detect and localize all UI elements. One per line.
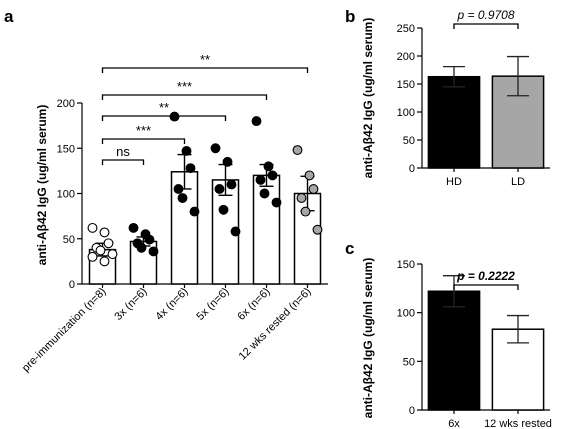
panel-a-data-point bbox=[259, 188, 270, 199]
panel-a-data-point bbox=[181, 146, 192, 156]
panel-a-data-point bbox=[103, 238, 114, 249]
panel-b-y-tick-label: 50 bbox=[403, 135, 415, 147]
panel-b-y-tick-label: 150 bbox=[397, 79, 415, 91]
panel-a-data-point bbox=[173, 184, 184, 194]
panel-b-x-tick-label: HD bbox=[446, 176, 462, 188]
panel-a-data-point bbox=[99, 227, 110, 238]
panel-a-data-point bbox=[222, 156, 233, 167]
panel-a-significance-bracket bbox=[101, 138, 186, 144]
panel-c-y-tick-label: 150 bbox=[397, 259, 415, 271]
panel-b-y-tick-label: 100 bbox=[397, 107, 415, 119]
panel-c-bar bbox=[427, 290, 481, 411]
panel-a-significance-label: ** bbox=[159, 100, 169, 115]
panel-letter-a: a bbox=[4, 7, 14, 26]
panel-a-y-tick-label: 150 bbox=[57, 143, 75, 155]
panel-a-data-point bbox=[271, 197, 282, 208]
panel-a-data-point bbox=[230, 226, 241, 237]
panel-c-y-tick-label: 100 bbox=[397, 308, 415, 320]
panel-a-data-point bbox=[255, 174, 266, 185]
panel-a-data-point bbox=[296, 193, 307, 203]
panel-a-data-point bbox=[312, 224, 323, 235]
panel-a-data-point bbox=[185, 163, 196, 174]
panel-b-y-tick-label: 200 bbox=[397, 51, 415, 63]
panel-a-data-point bbox=[308, 184, 319, 194]
panel-a-data-point bbox=[95, 245, 106, 256]
panel-a-chart: 0 50 100 150 200 pre-immunization (n=8) 3x (n=… bbox=[20, 52, 328, 374]
panel-a-data-point bbox=[136, 242, 147, 253]
panel-a-data-point bbox=[251, 116, 262, 127]
panel-a-data-point bbox=[218, 204, 229, 215]
panel-a-data-point bbox=[128, 222, 139, 233]
panel-a-data-point bbox=[210, 143, 221, 154]
panel-a-x-tick-label: 6x (n=6) bbox=[235, 286, 272, 323]
panel-a-significance-label: *** bbox=[136, 123, 151, 138]
panel-a-data-point bbox=[144, 234, 155, 245]
panel-a-data-point bbox=[292, 145, 303, 156]
panel-a-significance-bracket bbox=[101, 159, 145, 165]
panel-b-y-axis-title: anti-Aβ42 IgG (ug/ml serum) bbox=[361, 18, 375, 179]
panel-c-y-tick-label: 50 bbox=[403, 356, 415, 368]
panel-a-significance-bracket bbox=[101, 67, 309, 73]
panel-letter-c: c bbox=[345, 239, 354, 258]
panel-a-data-point bbox=[189, 206, 200, 217]
panel-c-p-value-label: p = 0.2222 bbox=[456, 269, 515, 283]
panel-a-x-tick-label: pre-immunization (n=8) bbox=[20, 286, 109, 375]
panel-a-significance-bracket bbox=[101, 94, 268, 100]
panel-b-bar bbox=[427, 75, 481, 169]
panel-c-x-tick-label: 6x bbox=[448, 418, 460, 429]
panel-a-y-tick-label: 50 bbox=[63, 234, 75, 246]
panel-letter-b: b bbox=[345, 7, 355, 26]
panel-b-y-tick-label: 250 bbox=[397, 23, 415, 35]
panel-c-y-axis-title: anti-Aβ42 IgG (ug/ml serum) bbox=[361, 258, 375, 419]
panel-a-data-point bbox=[107, 249, 118, 260]
panel-a-data-point bbox=[87, 251, 98, 262]
panel-a-data-point bbox=[99, 256, 110, 267]
panel-a-significance-label: *** bbox=[177, 79, 192, 94]
panel-a-y-tick-label: 200 bbox=[57, 98, 75, 110]
panel-a-data-point bbox=[263, 161, 274, 172]
panel-a-x-tick-label: 5x (n=6) bbox=[194, 286, 231, 323]
panel-c-chart: 0 50 100 150 6x 12 wks rested p = 0.2222 bbox=[397, 259, 552, 429]
panel-b-chart: 0 50 100 150 200 250 HD LD p = 0.9708 bbox=[397, 8, 550, 188]
panel-a-data-point bbox=[304, 170, 315, 181]
panel-b-x-tick-label: LD bbox=[511, 176, 525, 188]
panel-a-y-tick-label: 0 bbox=[69, 279, 75, 291]
panel-c-x-tick-label: 12 wks rested bbox=[484, 418, 552, 429]
panel-a-data-point bbox=[214, 184, 225, 194]
panel-a-data-point bbox=[226, 179, 237, 190]
panel-a-data-point bbox=[87, 222, 98, 233]
panel-a-significance-bracket bbox=[101, 115, 227, 121]
panel-a-significance-label: ns bbox=[116, 144, 130, 159]
panel-b-p-value-label: p = 0.9708 bbox=[456, 8, 514, 22]
panel-a-x-tick-label: 4x (n=6) bbox=[153, 286, 190, 323]
panel-a-significance-label: ** bbox=[200, 52, 210, 67]
panel-a-data-point bbox=[267, 170, 278, 181]
panel-a-y-axis-title: anti-Aβ42 IgG (ug/ml serum) bbox=[35, 105, 49, 266]
panel-a-x-tick-label: 3x (n=6) bbox=[112, 286, 149, 323]
panel-a-data-point bbox=[148, 246, 159, 257]
panel-a-data-point bbox=[177, 193, 188, 203]
panel-b-y-tick-label: 0 bbox=[409, 163, 415, 175]
panel-b-significance-bracket bbox=[453, 23, 519, 29]
panel-a-x-tick-label: 12 wks rested (n=6) bbox=[237, 286, 314, 363]
panel-a-y-tick-label: 100 bbox=[57, 189, 75, 201]
panel-c-y-tick-label: 0 bbox=[409, 405, 415, 417]
panel-a-data-point bbox=[300, 206, 311, 217]
panel-c-significance-bracket bbox=[453, 284, 519, 290]
